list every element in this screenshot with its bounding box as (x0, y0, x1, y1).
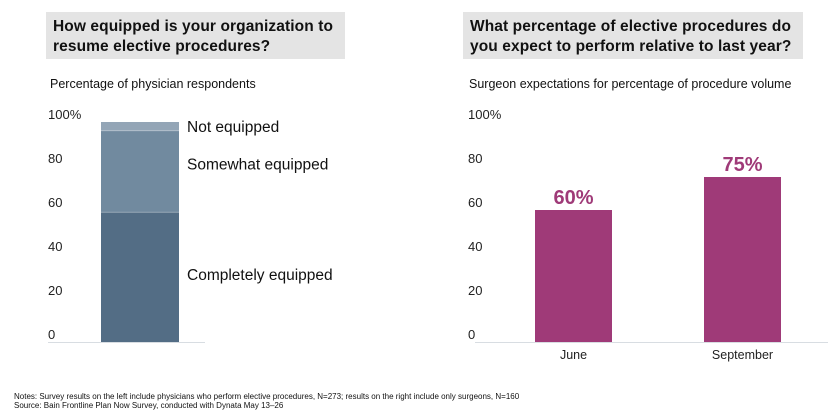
left-y-tick-label: 0 (48, 327, 55, 342)
right-chart-subtitle: Surgeon expectations for percentage of p… (469, 77, 792, 91)
left-bar-segment-completely-equipped (101, 212, 179, 342)
right-x-category-label: September (712, 348, 773, 362)
left-chart-title-box: How equipped is your organization to res… (46, 12, 345, 59)
left-segment-label: Completely equipped (187, 267, 333, 284)
left-segment-label: Not equipped (187, 119, 279, 136)
right-y-tick-label: 0 (468, 327, 475, 342)
footer-notes: Notes: Survey results on the left includ… (14, 392, 519, 410)
left-chart-subtitle: Percentage of physician respondents (50, 77, 256, 91)
right-y-tick-label: 60 (468, 195, 482, 210)
left-bar-segment-somewhat-equipped (101, 130, 179, 213)
right-y-tick-label: 100% (468, 107, 502, 122)
right-x-category-label: June (560, 348, 587, 362)
right-bar-value-label: 75% (722, 154, 762, 176)
right-bar-september (704, 177, 781, 342)
left-segment-label: Somewhat equipped (187, 156, 328, 173)
left-bar-segment-not-equipped (101, 122, 179, 131)
right-bar-june (535, 210, 612, 342)
left-y-tick-label: 40 (48, 239, 62, 254)
notes-text: Notes: Survey results on the left includ… (14, 392, 520, 401)
right-y-tick-label: 20 (468, 283, 482, 298)
left-y-tick-label: 80 (48, 151, 62, 166)
left-y-tick-label: 60 (48, 195, 62, 210)
left-y-tick-label: 100% (48, 107, 82, 122)
source-text: Source: Bain Frontline Plan Now Survey, … (14, 401, 284, 410)
left-chart-title: How equipped is your organization to res… (53, 18, 334, 55)
right-chart-title: What percentage of elective procedures d… (470, 18, 792, 55)
right-bar-value-label: 60% (553, 187, 593, 209)
right-chart-title-box: What percentage of elective procedures d… (463, 12, 803, 59)
right-y-tick-label: 80 (468, 151, 482, 166)
right-y-tick-label: 40 (468, 239, 482, 254)
left-y-tick-label: 20 (48, 283, 62, 298)
